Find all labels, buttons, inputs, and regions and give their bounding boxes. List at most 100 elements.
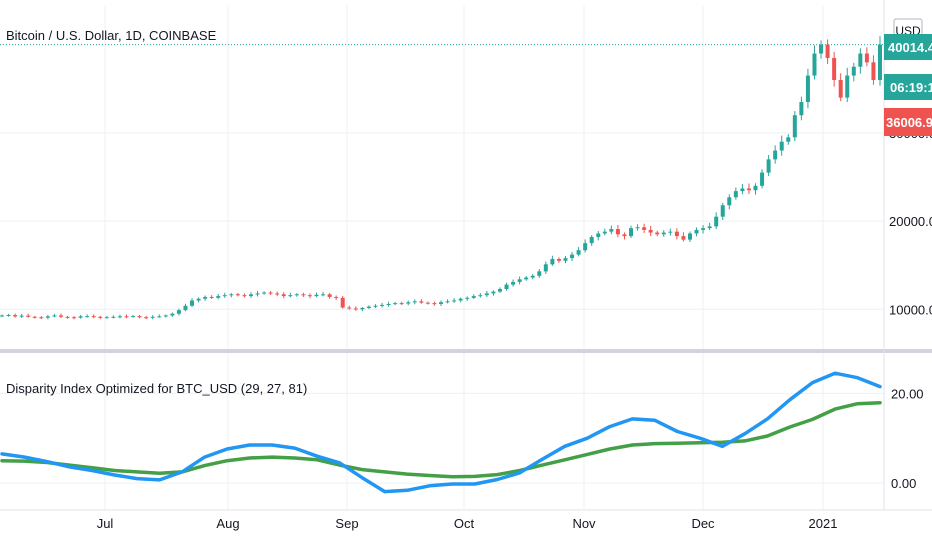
pane-separator[interactable] bbox=[0, 349, 932, 353]
candle bbox=[52, 313, 57, 318]
candle bbox=[674, 228, 679, 240]
candle bbox=[0, 314, 4, 317]
candle bbox=[740, 184, 745, 195]
candle bbox=[255, 290, 260, 297]
candle bbox=[386, 301, 391, 307]
candle bbox=[439, 300, 443, 306]
candle bbox=[805, 68, 810, 109]
time-tick-label: Aug bbox=[216, 516, 239, 531]
candle bbox=[340, 296, 345, 309]
candle bbox=[681, 232, 686, 242]
candle bbox=[746, 183, 751, 194]
candle bbox=[262, 291, 267, 295]
candle bbox=[465, 296, 470, 301]
candle bbox=[104, 316, 109, 319]
candle bbox=[380, 302, 385, 308]
symbol-title[interactable]: Bitcoin / U.S. Dollar, 1D, COINBASE bbox=[6, 28, 217, 43]
candle bbox=[294, 293, 299, 297]
indicator-title[interactable]: Disparity Index Optimized for BTC_USD (2… bbox=[6, 381, 307, 396]
candle bbox=[150, 315, 155, 320]
candle bbox=[792, 111, 797, 142]
candle bbox=[530, 273, 535, 280]
candle bbox=[242, 293, 247, 298]
candle bbox=[301, 292, 306, 298]
candle bbox=[176, 308, 181, 316]
candle bbox=[760, 169, 765, 189]
candle bbox=[209, 295, 214, 300]
candle bbox=[111, 315, 116, 319]
candle bbox=[733, 187, 738, 200]
countdown-value: 06:19:13 bbox=[890, 80, 932, 95]
candle bbox=[773, 145, 778, 164]
candle bbox=[190, 298, 195, 308]
candle bbox=[268, 290, 273, 295]
candle bbox=[504, 282, 509, 291]
candle bbox=[583, 239, 588, 253]
candle bbox=[393, 302, 398, 306]
candle bbox=[452, 298, 457, 303]
candle bbox=[170, 312, 175, 317]
candle bbox=[661, 230, 666, 237]
candle bbox=[570, 252, 575, 262]
disparity-signal-line bbox=[0, 401, 882, 479]
candlestick-series bbox=[0, 36, 882, 320]
candle bbox=[655, 230, 660, 237]
candle bbox=[347, 305, 352, 310]
candle bbox=[307, 293, 312, 299]
candle bbox=[248, 292, 253, 298]
candle bbox=[766, 155, 771, 176]
candle bbox=[334, 295, 339, 300]
candle bbox=[511, 279, 516, 287]
time-axis[interactable]: Jul Aug Sep Oct Nov Dec 2021 bbox=[97, 516, 838, 531]
candle bbox=[6, 313, 11, 317]
indicator-axis[interactable]: 0.00 20.00 bbox=[891, 386, 924, 491]
candle bbox=[701, 225, 706, 234]
candle bbox=[615, 224, 620, 238]
candle bbox=[183, 303, 188, 312]
candle bbox=[694, 227, 699, 237]
candle bbox=[556, 257, 561, 263]
candle bbox=[458, 297, 463, 303]
candle bbox=[622, 232, 627, 240]
candle bbox=[216, 293, 221, 300]
indicator-tick-label: 20.00 bbox=[891, 386, 924, 401]
candle bbox=[91, 314, 96, 319]
candle bbox=[412, 299, 417, 305]
candle bbox=[864, 47, 869, 67]
candle bbox=[78, 314, 83, 319]
candle bbox=[32, 315, 37, 319]
candle bbox=[753, 183, 758, 195]
candle bbox=[327, 293, 332, 299]
candle bbox=[589, 235, 594, 246]
price-axis[interactable]: 10000.0020000.0030000.00 bbox=[889, 126, 932, 317]
last-price-value: 40014.45 bbox=[888, 40, 932, 55]
candle bbox=[157, 314, 162, 318]
candle bbox=[419, 299, 424, 304]
candle bbox=[85, 314, 90, 318]
candle bbox=[19, 313, 24, 319]
candle bbox=[629, 225, 634, 239]
candle bbox=[727, 194, 732, 210]
candle bbox=[576, 247, 581, 257]
candle bbox=[609, 225, 614, 235]
last-price-badge: 40014.45 bbox=[884, 34, 932, 60]
candle bbox=[720, 202, 725, 220]
candle bbox=[517, 276, 522, 285]
candle bbox=[812, 45, 817, 80]
candle bbox=[235, 292, 240, 297]
candle bbox=[281, 292, 286, 299]
candle bbox=[478, 293, 483, 298]
price-tick-label: 10000.00 bbox=[889, 302, 932, 317]
candle bbox=[707, 222, 712, 231]
candle bbox=[196, 297, 201, 303]
time-tick-label: Sep bbox=[335, 516, 358, 531]
disparity-index-line bbox=[0, 371, 882, 494]
candle bbox=[648, 225, 653, 237]
candle bbox=[668, 228, 673, 236]
candle bbox=[203, 295, 208, 301]
candle bbox=[117, 314, 122, 319]
candle bbox=[124, 314, 129, 319]
candle bbox=[714, 212, 719, 229]
candle bbox=[222, 292, 227, 298]
